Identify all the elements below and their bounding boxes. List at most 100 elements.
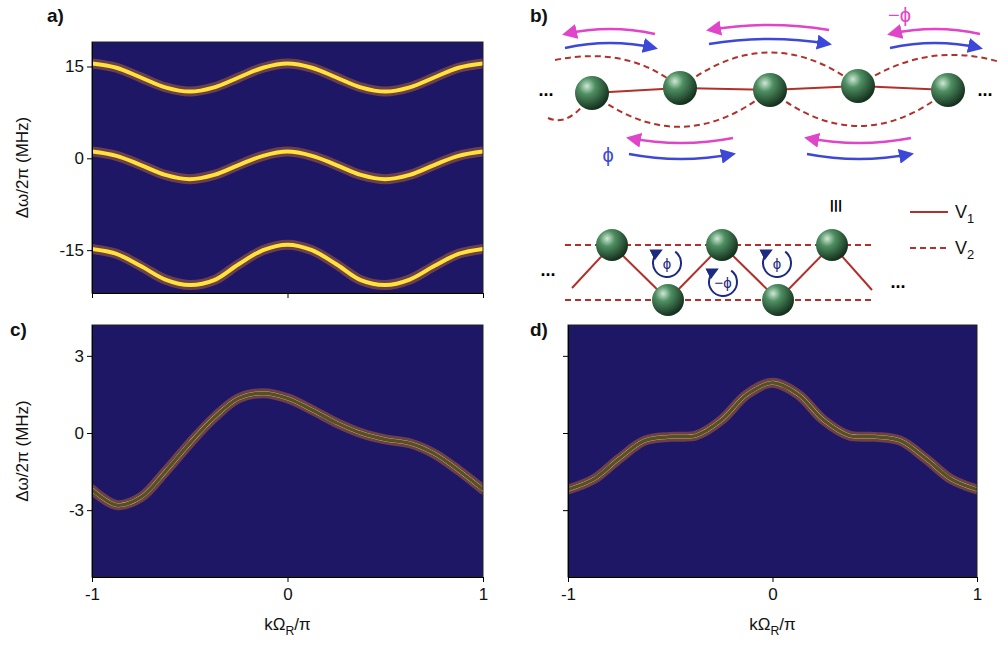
x-tick-label: -1 [561,585,576,604]
circulation [709,270,737,296]
series-group [92,63,483,285]
plot-background [92,42,483,293]
plot-frame [92,325,483,577]
y-axis: -3 0 3 [69,326,93,578]
x-axis: -101 [85,577,488,604]
y-tick-mark [563,433,568,434]
x-axis [93,293,484,298]
y-tick-mark [563,510,568,511]
plot-frame [92,42,483,293]
arrow-left [709,25,829,30]
panel: -1 0 1 [561,325,982,604]
band-glow [92,152,483,180]
band-glow [92,63,483,91]
y-axis [563,326,569,578]
text-part: 1 [967,211,974,226]
text-part: V [955,202,967,222]
text-part: V [955,238,967,258]
legend-label: V1 [955,202,974,226]
x-axis: -1 0 1 [561,577,982,604]
site [841,69,875,103]
panel-label: d) [530,319,548,340]
y-tick-label: -3 [69,501,84,520]
y-tick-label: 0 [75,424,84,443]
equivalence: ≡ [823,199,850,213]
fit-line [92,393,483,505]
x-tick-label: 0 [768,585,777,604]
plot-background [568,325,977,577]
arrow-right [807,154,911,159]
y-tick-mark [87,510,92,511]
text-part: R [285,624,294,638]
panel-label: b) [530,5,548,26]
band-glow [568,383,977,490]
x-tick: 0 [283,577,292,604]
site [762,284,794,316]
v2-bond [555,56,680,88]
y-tick-label: 15 [65,57,84,76]
plaquette-flux: ϕ [663,255,671,272]
diagram: ......−ϕϕ≡ϕ−ϕϕ......V1V2 [538,4,1000,316]
x-tick-mark [977,577,978,582]
series-group [92,393,483,505]
plaquette-flux: −ϕ [714,274,731,291]
ellipsis: ... [538,80,553,100]
circulation [653,251,681,277]
arrow-right [890,43,980,48]
y-tick-mark [563,356,568,357]
y-tick: -3 [69,501,92,520]
arrow-left [807,138,911,143]
y-tick: 15 [65,57,92,76]
plaquette-flux: ϕ [773,255,781,272]
x-axis-title: kΩR/π [264,615,311,638]
legend-line [910,247,948,249]
x-tick-label: 1 [973,585,982,604]
arrow-right [709,39,829,44]
y-tick-mark [87,66,92,67]
text-part: kΩ [749,615,770,634]
y-axis: -15015 [59,43,92,294]
v2-bond [565,299,872,301]
plot-background [92,325,483,577]
x-tick-mark [483,293,484,298]
y-tick-mark [87,356,92,357]
y-tick: 3 [75,347,92,366]
x-axis-title: kΩR/π [749,615,796,638]
fit-line [568,383,977,490]
flux-label: ϕ [602,144,613,166]
band-line [92,63,483,91]
x-tick [92,293,93,298]
text-part: Δω/2π (MHz) [13,117,32,219]
y-tick [563,356,568,357]
arrow-left [890,29,980,34]
site [816,229,848,261]
x-tick-mark [773,577,774,582]
text-part: /π [779,615,795,634]
band-line [92,152,483,180]
arrow-right [565,43,655,48]
x-tick-label: -1 [85,585,100,604]
site [753,73,787,107]
x-tick-label: 0 [283,585,292,604]
panel: -101-303 [69,325,488,604]
y-tick [563,433,568,434]
x-tick-mark [568,577,569,582]
y-tick-label: 0 [75,149,84,168]
ellipsis: ... [977,80,992,100]
text-part: kΩ [264,615,285,634]
y-tick-mark [87,158,92,159]
ellipsis: ... [890,272,905,292]
site [596,229,628,261]
x-tick-mark [288,293,289,298]
x-tick-mark [483,577,484,582]
site [652,284,684,316]
x-tick-mark [92,293,93,298]
legend-line [910,211,948,213]
site [931,73,965,107]
arrow-left [629,138,733,143]
y-tick-mark [87,250,92,251]
x-tick-mark [92,577,93,582]
y-axis-title: Δω/2π (MHz) [13,117,32,219]
x-tick-mark [288,577,289,582]
y-tick [563,510,568,511]
